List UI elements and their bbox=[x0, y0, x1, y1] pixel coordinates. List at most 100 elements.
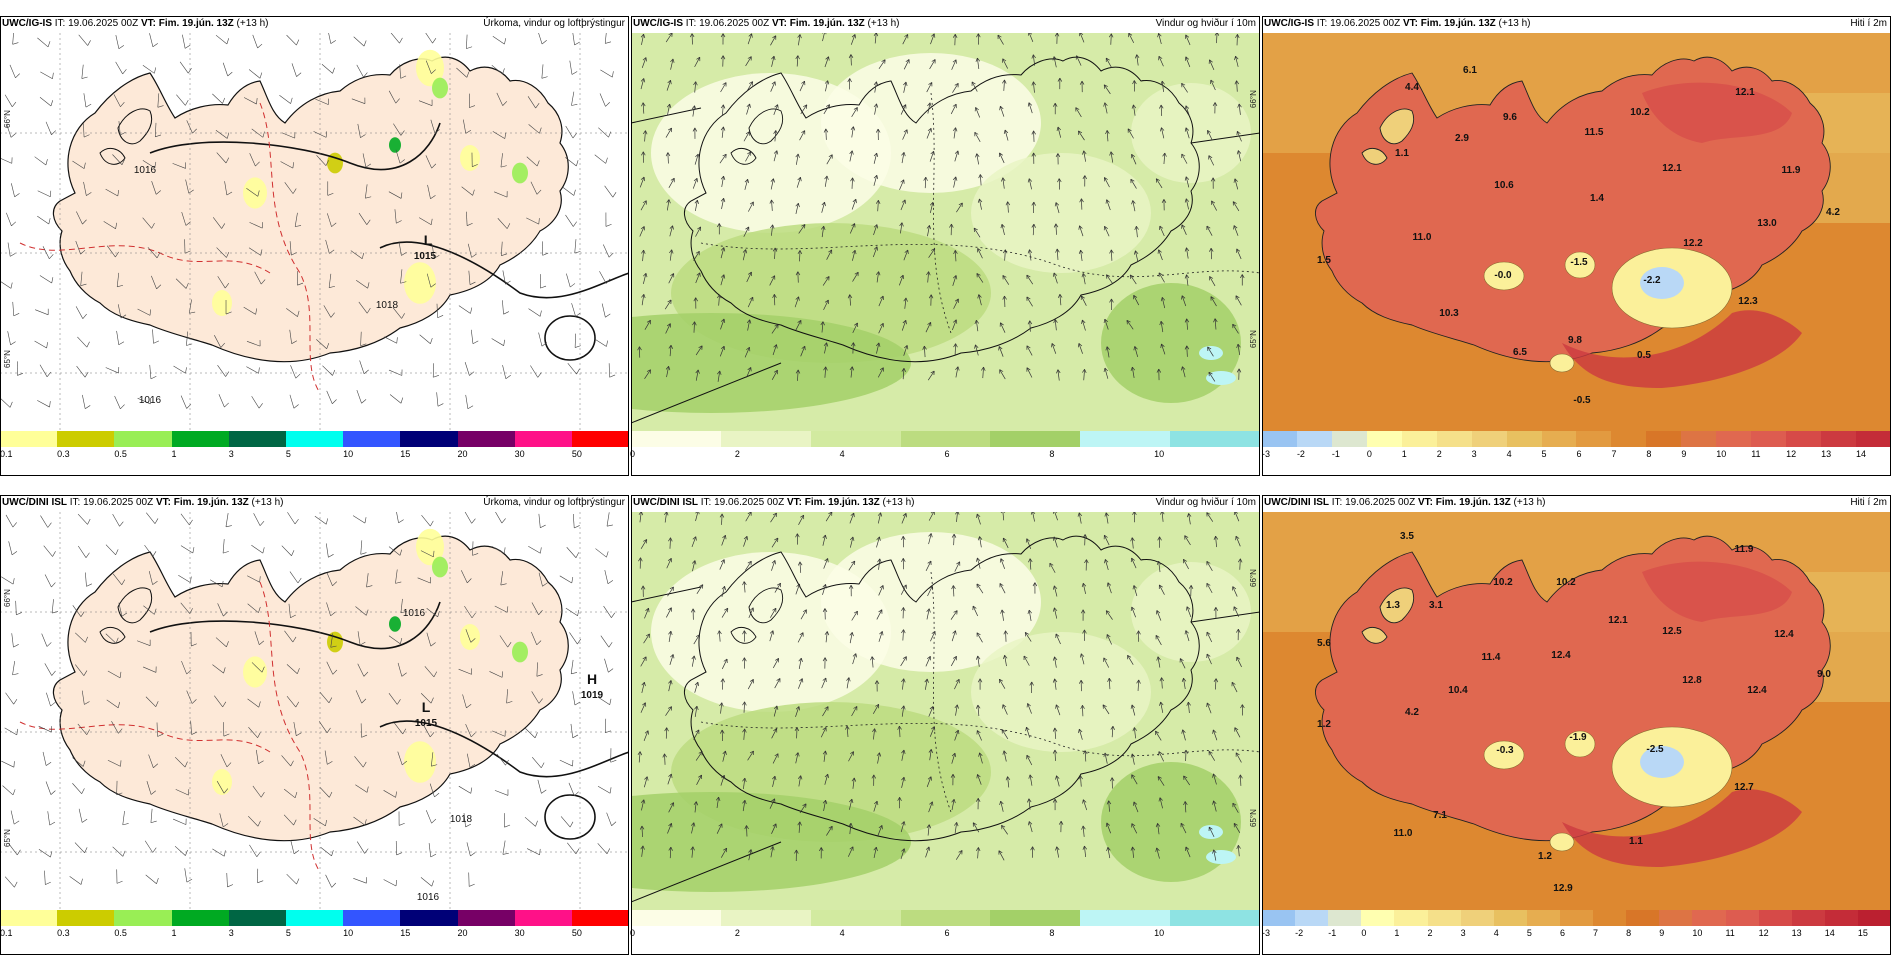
legend-swatch bbox=[1461, 910, 1494, 926]
legend-tick-label: 2 bbox=[1437, 449, 1442, 459]
legend-tick-label: -3 bbox=[1262, 449, 1270, 459]
temperature-value: -2.2 bbox=[1643, 275, 1661, 286]
legend-swatch bbox=[1611, 431, 1646, 447]
legend-tick-label: 5 bbox=[1542, 449, 1547, 459]
legend-swatch bbox=[114, 910, 171, 926]
legend-swatch bbox=[990, 910, 1080, 926]
legend-swatch bbox=[1726, 910, 1759, 926]
legend-swatch bbox=[343, 431, 400, 447]
legend-swatch bbox=[1542, 431, 1577, 447]
legend-swatch bbox=[572, 910, 629, 926]
pressure-label: 1019 bbox=[581, 690, 604, 701]
map-svg: 66°N65°N bbox=[631, 33, 1260, 431]
wind-speed-area bbox=[1131, 83, 1251, 183]
panel-header: UWC/IG-IS IT: 19.06.2025 00Z VT: Fim. 19… bbox=[0, 16, 629, 32]
legend-tick-label: 0.1 bbox=[0, 928, 13, 938]
legend-swatch bbox=[811, 910, 901, 926]
temperature-value: 3.1 bbox=[1429, 600, 1443, 611]
temperature-value: 11.5 bbox=[1585, 127, 1604, 138]
temperature-value: 5.6 bbox=[1317, 638, 1331, 649]
valid-time: Fim. 19.jún. 13Z bbox=[1421, 18, 1496, 29]
temperature-value: 1.5 bbox=[1317, 255, 1331, 266]
legend-tick-label: 6 bbox=[945, 449, 950, 459]
valid-time: Fim. 19.jún. 13Z bbox=[1436, 497, 1511, 508]
legend-tick-label: 1 bbox=[1394, 928, 1399, 938]
legend-tick-label: 50 bbox=[572, 928, 582, 938]
init-time: IT: 19.06.2025 00Z bbox=[1317, 18, 1403, 29]
legend-tick-label: 8 bbox=[1049, 928, 1054, 938]
legend-swatch bbox=[1394, 910, 1427, 926]
legend-swatch bbox=[1786, 431, 1821, 447]
legend-swatch bbox=[286, 431, 343, 447]
panel-header: UWC/DINI ISL IT: 19.06.2025 00Z VT: Fim.… bbox=[1262, 495, 1891, 511]
pressure-label: 1016 bbox=[139, 395, 162, 406]
temperature-value: -1.5 bbox=[1570, 257, 1588, 268]
temperature-value: 1.1 bbox=[1629, 836, 1643, 847]
legend-tick-label: 9 bbox=[1659, 928, 1664, 938]
temperature-value: 1.3 bbox=[1386, 600, 1400, 611]
legend-tick-label: 20 bbox=[457, 449, 467, 459]
gust-area bbox=[1199, 825, 1223, 839]
legend-tick-label: 10 bbox=[1154, 449, 1164, 459]
latitude-label: 66°N bbox=[1249, 90, 1258, 108]
legend-tick-label: -2 bbox=[1297, 449, 1305, 459]
legend-tick-label: 6 bbox=[945, 928, 950, 938]
precip-area bbox=[512, 642, 528, 663]
legend-tick-label: 15 bbox=[1858, 928, 1868, 938]
legend-tick-label: 20 bbox=[457, 928, 467, 938]
legend-swatch bbox=[1170, 910, 1260, 926]
legend-tick-label: 10 bbox=[1716, 449, 1726, 459]
forecast-offset: (+13 h) bbox=[237, 18, 269, 29]
legend-swatch bbox=[114, 431, 171, 447]
temperature-value: 11.4 bbox=[1482, 652, 1501, 663]
legend-tick-label: 8 bbox=[1646, 449, 1651, 459]
temperature-value: -1.9 bbox=[1569, 732, 1587, 743]
legend-swatch bbox=[515, 910, 572, 926]
legend-swatch bbox=[1332, 431, 1367, 447]
pressure-label: 1015 bbox=[415, 718, 438, 729]
legend-swatch bbox=[0, 431, 57, 447]
legend-swatch bbox=[1626, 910, 1659, 926]
temperature-value: 11.9 bbox=[1735, 544, 1754, 555]
legend-tick-label: 30 bbox=[515, 928, 525, 938]
panel-header: UWC/DINI ISL IT: 19.06.2025 00Z VT: Fim.… bbox=[631, 495, 1260, 511]
legend-tick-label: 6 bbox=[1577, 449, 1582, 459]
precip-area bbox=[512, 163, 528, 184]
precip-area bbox=[404, 741, 436, 783]
precip-area bbox=[212, 290, 232, 316]
pressure-label: L bbox=[422, 699, 431, 715]
precip-area bbox=[243, 656, 267, 687]
temperature-value: 10.6 bbox=[1494, 180, 1514, 191]
color-legend-bar bbox=[0, 431, 629, 447]
init-time: IT: 19.06.2025 00Z bbox=[1332, 497, 1418, 508]
legend-tick-label: 50 bbox=[572, 449, 582, 459]
temperature-value: 1.4 bbox=[1590, 193, 1604, 204]
wind-speed-area bbox=[1101, 283, 1241, 403]
latitude-label: 65°N bbox=[3, 829, 12, 847]
legend-tick-label: 2 bbox=[1428, 928, 1433, 938]
legend-tick-label: 5 bbox=[1527, 928, 1532, 938]
model-name: UWC/DINI ISL bbox=[633, 497, 698, 508]
model-info: UWC/IG-IS IT: 19.06.2025 00Z VT: Fim. 19… bbox=[633, 16, 900, 32]
legend-swatch bbox=[572, 431, 629, 447]
panel-title: Vindur og hviður í 10m bbox=[1156, 495, 1256, 511]
legend-tick-label: -3 bbox=[1262, 928, 1270, 938]
pressure-label: H bbox=[587, 671, 597, 687]
legend-swatch bbox=[57, 431, 114, 447]
temperature-value: 6.5 bbox=[1513, 347, 1527, 358]
legend-swatch bbox=[1825, 910, 1858, 926]
temperature-value: 12.5 bbox=[1662, 626, 1682, 637]
precip-area bbox=[243, 177, 267, 208]
legend-swatch bbox=[0, 910, 57, 926]
